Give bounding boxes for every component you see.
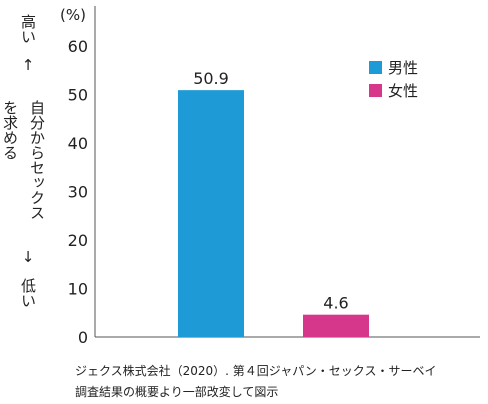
bar-value-label: 50.9	[193, 69, 229, 88]
y-label-line1: 自分からセックス	[28, 100, 46, 220]
legend-swatch-female	[369, 84, 382, 97]
y-unit-label: (%)	[60, 6, 86, 24]
bar-value-label: 4.6	[323, 294, 348, 313]
bars: 50.9 4.6	[178, 69, 369, 337]
y-tick-labels: 0 10 20 30 40 50 60	[68, 37, 88, 347]
y-tick-label: 40	[68, 134, 88, 153]
bar-male	[178, 90, 244, 337]
source-note-line2: 調査結果の概要より一部改変して図示	[75, 384, 278, 399]
legend-swatch-male	[369, 61, 382, 74]
y-tick-label: 30	[68, 183, 88, 202]
y-label-high: 高い	[19, 14, 37, 44]
y-label-line2: を求める	[1, 100, 19, 160]
y-tick-label: 60	[68, 37, 88, 56]
y-tick-label: 10	[68, 280, 88, 299]
y-tick-label: 20	[68, 231, 88, 250]
y-tick-label: 0	[78, 328, 88, 347]
legend-label-male: 男性	[388, 59, 418, 77]
y-label-low: 低い	[19, 278, 37, 308]
source-note-line1: ジェクス株式会社（2020）. 第４回ジャパン・セックス・サーベイ	[75, 363, 436, 378]
y-label-up-arrow: ↑	[22, 56, 35, 74]
y-axis-description: 高い ↑ 自分からセックス を求める ↓ 低い	[1, 14, 46, 308]
y-tick-label: 50	[68, 86, 88, 105]
legend-label-female: 女性	[388, 82, 418, 100]
legend: 男性 女性	[369, 59, 418, 100]
y-label-down-arrow: ↓	[22, 248, 35, 266]
bar-female	[303, 314, 369, 337]
